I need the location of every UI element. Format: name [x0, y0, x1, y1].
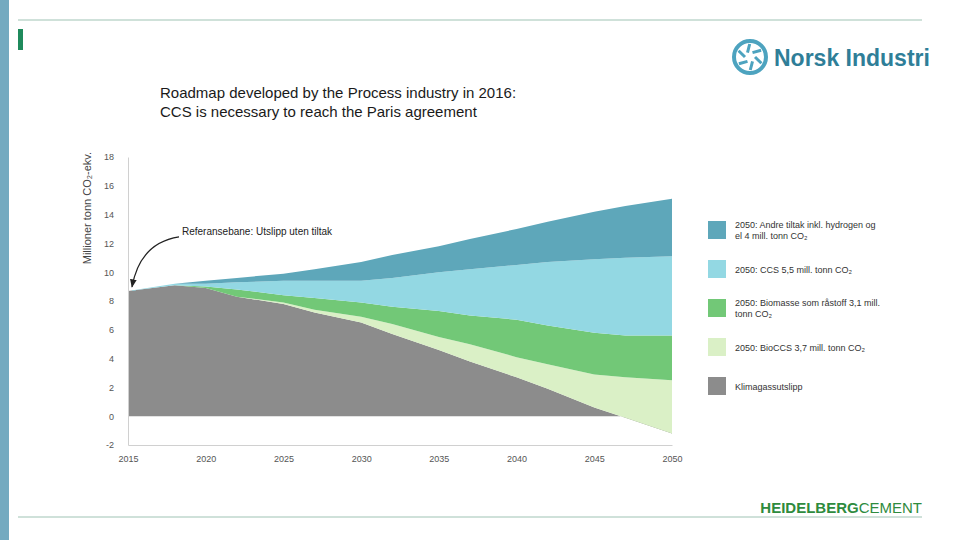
legend-swatch	[708, 299, 726, 317]
y-tick: 10	[104, 268, 128, 278]
y-tick: 18	[104, 152, 128, 162]
logo-spoke	[755, 57, 761, 63]
logo-spoke	[739, 61, 748, 63]
legend-swatch	[708, 260, 726, 278]
x-tick-label: 2025	[274, 454, 294, 464]
y-tick: 0	[109, 412, 128, 422]
logo-spoke	[748, 44, 750, 53]
annotation: Referansebane: Utslipp uten tiltak	[182, 226, 333, 237]
legend-swatch	[708, 338, 726, 356]
logo-ring	[734, 41, 766, 73]
footer-logo-part: HEIDELBERG	[760, 499, 858, 516]
y-tick: 2	[109, 383, 128, 393]
legend-item: 2050: CCS 5,5 mill. tonn CO₂	[708, 260, 853, 278]
logo-text: Norsk Industri	[774, 45, 930, 71]
x-tick: 2015	[118, 445, 138, 464]
y-tick-label: 6	[109, 325, 114, 335]
y-tick: 14	[104, 210, 128, 220]
x-tick: 2035	[429, 445, 449, 464]
legend-label-line: el 4 mill. tonn CO₂	[735, 231, 808, 241]
x-tick: 2045	[585, 445, 605, 464]
y-tick-label: 18	[104, 152, 114, 162]
x-tick-label: 2035	[429, 454, 449, 464]
y-tick-label: 12	[104, 239, 114, 249]
legend-label: 2050: CCS 5,5 mill. tonn CO₂	[735, 265, 853, 275]
x-tick: 2020	[196, 445, 216, 464]
x-tick-label: 2020	[196, 454, 216, 464]
accent-bar	[18, 29, 23, 50]
x-axis: 2015 2020 2025 2030 2035 2040 2045 2050	[118, 445, 682, 464]
legend-item: 2050: BioCCS 3,7 mill. tonn CO₂	[708, 338, 866, 356]
logo-spoke	[739, 51, 745, 57]
logo-spoke	[753, 50, 762, 52]
legend-label-line: 2050: CCS 5,5 mill. tonn CO₂	[735, 265, 853, 275]
y-tick: 4	[109, 354, 128, 364]
legend-item: Klimagassutslipp	[708, 377, 803, 395]
footer-logo-part: CEMENT	[859, 499, 922, 516]
y-tick: 16	[104, 181, 128, 191]
y-tick-label: 2	[109, 383, 114, 393]
x-tick-label: 2040	[507, 454, 527, 464]
y-axis: -2 0 2 4 6 8 10 12 14 16 18	[104, 152, 129, 450]
logo-spoke	[750, 61, 752, 70]
area-band	[128, 199, 672, 291]
x-tick-label: 2030	[352, 454, 372, 464]
x-tick: 2040	[507, 445, 527, 464]
left-strip	[0, 0, 9, 540]
legend-item: 2050: Andre tiltak inkl. hydrogen ogel 4…	[708, 220, 876, 241]
x-tick: 2050	[662, 445, 682, 464]
legend-label: 2050: Andre tiltak inkl. hydrogen ogel 4…	[735, 220, 876, 241]
y-tick-label: 8	[109, 296, 114, 306]
annotation-arrow	[132, 237, 179, 287]
legend-label: 2050: BioCCS 3,7 mill. tonn CO₂	[735, 343, 866, 353]
y-tick: 12	[104, 239, 128, 249]
x-tick-label: 2050	[662, 454, 682, 464]
legend-label-line: Klimagassutslipp	[735, 382, 803, 392]
legend-item: 2050: Biomasse som råstoff 3,1 mill.tonn…	[708, 298, 880, 319]
footer-logo: HEIDELBERGCEMENT	[760, 499, 922, 516]
y-tick-label: -2	[106, 440, 114, 450]
x-axis-line	[129, 445, 673, 446]
y-tick-label: 14	[104, 210, 114, 220]
y-tick: 6	[109, 325, 128, 335]
slide: Norsk Industri HEIDELBERGCEMENT Roadmap de…	[0, 0, 960, 540]
subtitle: CCS is necessary to reach the Paris agre…	[160, 103, 478, 120]
y-tick-label: 16	[104, 181, 114, 191]
slide-canvas: Norsk Industri HEIDELBERGCEMENT Roadmap de…	[0, 0, 960, 540]
y-tick: 8	[109, 296, 128, 306]
legend-swatch	[708, 221, 726, 239]
y-tick: -2	[106, 440, 128, 450]
legend-label-line: 2050: Biomasse som råstoff 3,1 mill.	[735, 298, 880, 308]
legend-label-line: tonn CO₂	[735, 309, 773, 319]
x-tick-label: 2015	[118, 454, 138, 464]
y-axis-line	[128, 158, 129, 446]
x-tick: 2030	[352, 445, 372, 464]
y-tick-label: 10	[104, 268, 114, 278]
legend-label-line: 2050: Andre tiltak inkl. hydrogen og	[735, 220, 876, 230]
legend-swatch	[708, 377, 726, 395]
plot-area	[128, 199, 672, 434]
y-tick-label: 0	[109, 412, 114, 422]
title: Roadmap developed by the Process industr…	[160, 84, 516, 101]
y-axis-title: Millioner tonn CO₂-ekv.	[81, 152, 93, 264]
top-rule	[18, 20, 922, 21]
legend-label: 2050: Biomasse som råstoff 3,1 mill.tonn…	[735, 298, 880, 319]
x-tick-label: 2045	[585, 454, 605, 464]
logo-icon	[734, 41, 766, 73]
legend-label: Klimagassutslipp	[735, 382, 803, 392]
bottom-rule	[18, 517, 922, 518]
y-tick-label: 4	[109, 354, 114, 364]
x-tick: 2025	[274, 445, 294, 464]
legend: 2050: Andre tiltak inkl. hydrogen ogel 4…	[708, 220, 880, 395]
legend-label-line: 2050: BioCCS 3,7 mill. tonn CO₂	[735, 343, 866, 353]
